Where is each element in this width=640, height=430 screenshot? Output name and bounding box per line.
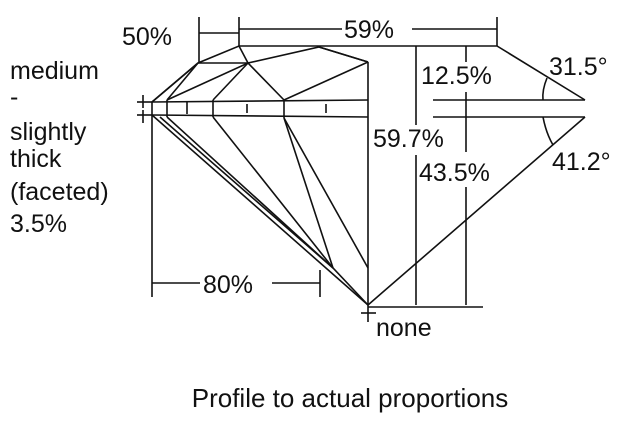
svg-text:thick: thick bbox=[10, 145, 62, 173]
crown-facets bbox=[151, 45, 369, 103]
svg-text:3.5%: 3.5% bbox=[10, 210, 67, 238]
crown-height-label: 12.5% bbox=[421, 62, 492, 90]
pavilion-facets bbox=[159, 116, 369, 306]
svg-text:-: - bbox=[10, 83, 18, 111]
girdle-top bbox=[151, 99, 369, 103]
table-label: 59% bbox=[344, 16, 394, 44]
pavilion-angle-label: 41.2° bbox=[552, 148, 611, 176]
caption: Profile to actual proportions bbox=[192, 383, 509, 413]
crown-height-girdle-label: 50% bbox=[122, 23, 172, 51]
girdle-bottom bbox=[151, 114, 369, 118]
girdle-facets bbox=[166, 100, 327, 118]
culet-label: none bbox=[376, 314, 432, 342]
pavilion-left bbox=[151, 114, 369, 306]
dimension-lines bbox=[137, 17, 554, 322]
svg-text:medium: medium bbox=[10, 57, 99, 85]
pavilion-depth-label: 43.5% bbox=[419, 159, 490, 187]
svg-text:(faceted): (faceted) bbox=[10, 178, 109, 206]
total-depth-label: 59.7% bbox=[373, 125, 444, 153]
girdle-label: medium - slightly thick (faceted) 3.5% bbox=[10, 57, 109, 238]
crown-angle-label: 31.5° bbox=[549, 53, 608, 81]
diamond-outline bbox=[151, 45, 586, 306]
svg-text:slightly: slightly bbox=[10, 118, 87, 146]
lower-half-label: 80% bbox=[203, 271, 253, 299]
pavilion-right bbox=[367, 116, 586, 306]
